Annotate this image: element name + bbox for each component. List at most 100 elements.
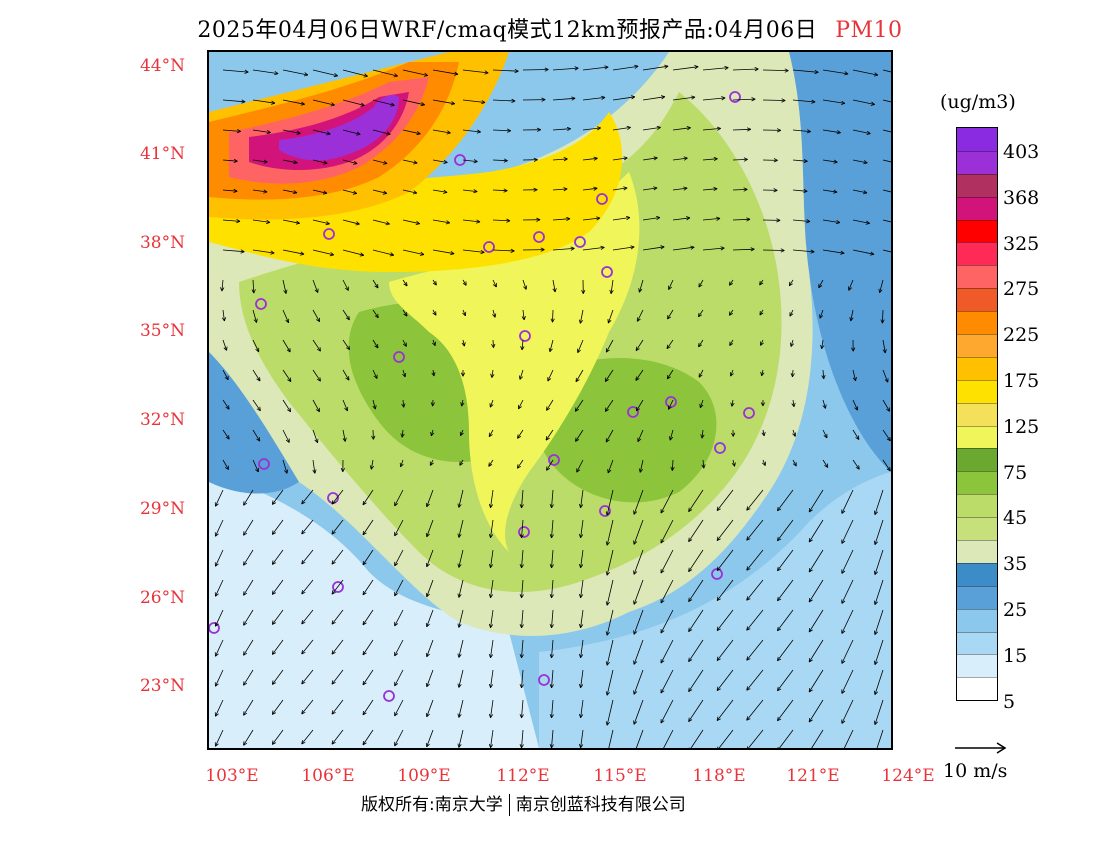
wind-arrow [546, 459, 554, 471]
wind-arrow [669, 429, 674, 441]
wind-arrow [792, 188, 808, 194]
wind-arrow [578, 609, 584, 629]
city-marker [601, 266, 613, 278]
city-marker [627, 406, 639, 418]
color-bar-label-35: 35 [1003, 553, 1028, 576]
wind-arrow [282, 279, 288, 294]
wind-arrow [698, 339, 704, 348]
wind-arrow [492, 68, 519, 74]
wind-arrow [604, 369, 614, 382]
wind-arrow [700, 429, 705, 439]
wind-arrow [522, 279, 528, 290]
wind-arrow [672, 126, 691, 131]
wind-arrow [489, 399, 494, 408]
lon-label-118: 118°E [692, 766, 746, 786]
wind-arrow [282, 69, 309, 77]
pm10-map [207, 50, 893, 750]
wind-arrow [605, 699, 614, 726]
wind-arrow [841, 609, 854, 634]
wind-arrow [312, 279, 319, 293]
wind-arrow [874, 549, 884, 575]
wind-arrow [874, 639, 884, 665]
wind-arrow [760, 339, 764, 346]
wind-arrow [331, 579, 344, 595]
wind-arrow [271, 669, 284, 685]
wind-arrow [882, 69, 891, 73]
lat-label-44: 44°N [139, 56, 185, 76]
wind-arrow [716, 669, 734, 691]
wind-arrow [372, 159, 388, 165]
wind-arrow [243, 549, 254, 566]
wind-arrow [702, 96, 726, 101]
wind-arrow [243, 519, 254, 536]
wind-arrow [488, 729, 494, 748]
city-marker [743, 407, 755, 419]
city-marker [538, 674, 550, 686]
wind-arrow [282, 189, 298, 195]
wind-arrow [633, 639, 644, 665]
wind-arrow [522, 97, 546, 102]
wind-arrow [574, 399, 584, 412]
color-bar-label-45: 45 [1003, 507, 1028, 530]
wind-arrow [760, 399, 766, 407]
color-bar-label-125: 125 [1003, 415, 1040, 438]
wind-arrow [552, 96, 576, 101]
wind-arrow [394, 669, 404, 687]
wind-arrow [729, 339, 734, 346]
wind-arrow [394, 579, 404, 597]
wind-arrow [759, 279, 764, 286]
wind-arrow [282, 129, 301, 135]
wind-arrow [372, 129, 391, 136]
wind-arrow [552, 279, 557, 293]
city-marker [711, 568, 723, 580]
wind-arrow [402, 279, 408, 287]
wind-arrow [457, 729, 464, 748]
wind-arrow [732, 127, 751, 132]
wind-arrow [457, 609, 464, 628]
wind-arrow [372, 219, 390, 226]
color-swatch-21 [957, 608, 997, 632]
wind-arrow [432, 339, 436, 346]
wind-arrow [762, 128, 781, 133]
wind-arrow [457, 549, 464, 568]
wind-arrow [425, 489, 434, 508]
wind-arrow [372, 249, 395, 257]
color-swatch-7 [957, 288, 997, 312]
color-swatch-19 [957, 562, 997, 586]
wind-arrow [746, 609, 764, 631]
color-swatch-14 [957, 448, 997, 472]
wind-scale-label: 10 m/s [943, 760, 1008, 782]
wind-arrow [214, 609, 224, 627]
wind-arrow [372, 339, 379, 349]
wind-arrow [638, 279, 644, 293]
wind-arrow [672, 95, 696, 101]
wind-arrow [492, 309, 497, 318]
wind-arrow [432, 309, 437, 316]
color-swatch-5 [957, 242, 997, 266]
wind-arrow [788, 279, 794, 287]
wind-arrow [402, 339, 407, 347]
city-marker [393, 351, 405, 363]
wind-arrow [282, 249, 305, 256]
wind-arrow [331, 639, 344, 655]
wind-arrow [549, 609, 554, 629]
wind-arrow [301, 609, 314, 625]
wind-arrow [732, 217, 751, 222]
wind-arrow [882, 159, 891, 163]
wind-arrow [222, 188, 238, 193]
wind-arrow [282, 219, 300, 225]
wind-arrow [519, 489, 524, 509]
wind-arrow [488, 669, 494, 689]
wind-arrow [688, 519, 704, 543]
wind-arrow [488, 429, 494, 438]
wind-arrow [822, 99, 846, 105]
wind-arrow [852, 249, 875, 256]
wind-arrow [547, 369, 554, 382]
wind-arrow [432, 249, 455, 256]
wind-arrow [552, 66, 579, 71]
wind-arrow [732, 157, 748, 162]
wind-arrow [852, 219, 870, 225]
wind-arrow [670, 459, 675, 471]
wind-arrow [394, 699, 404, 717]
wind-arrow [762, 188, 778, 193]
